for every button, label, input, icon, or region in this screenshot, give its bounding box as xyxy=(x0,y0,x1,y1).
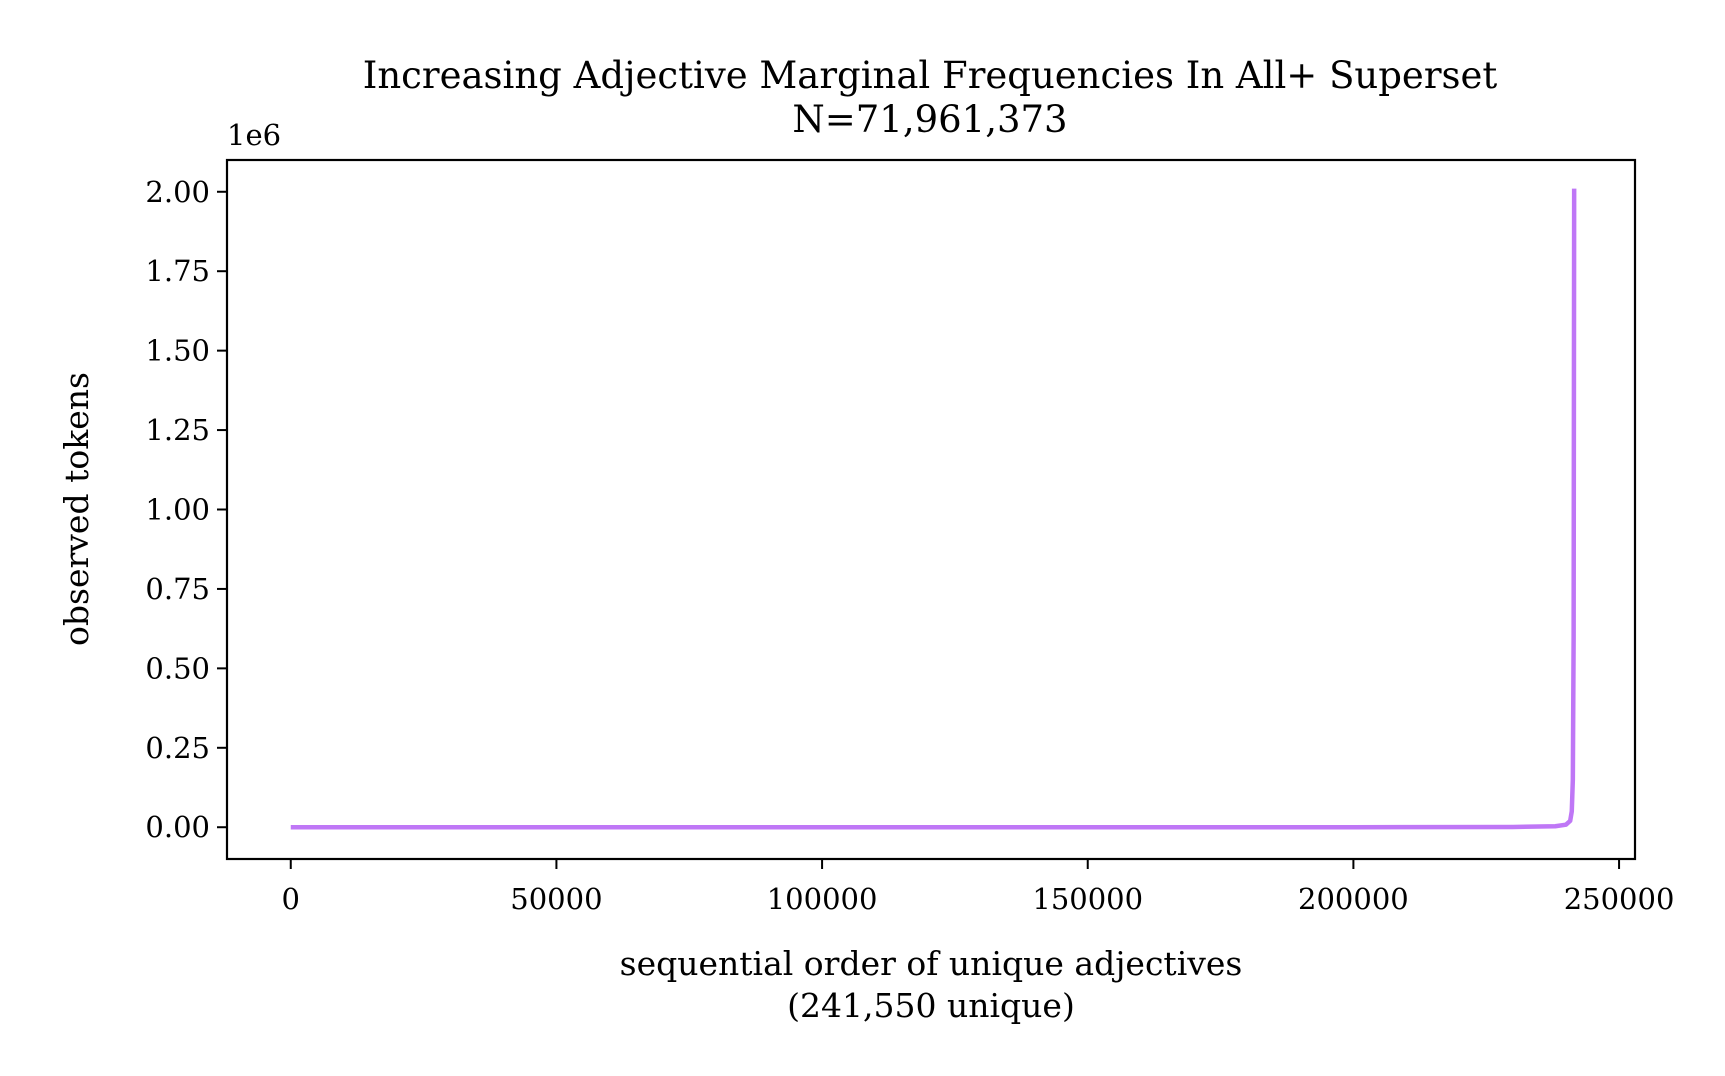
x-tick-label: 100000 xyxy=(767,882,878,916)
y-tick-label: 2.00 xyxy=(145,175,210,209)
y-axis: 0.00 0.25 0.50 0.75 1.00 1.25 1.50 1.75 2.00 xyxy=(145,175,227,844)
series-line-0 xyxy=(290,188,1577,830)
x-axis: 0 50000 100000 150000 200000 250000 xyxy=(282,859,1675,916)
y-tick-label: 1.00 xyxy=(145,493,210,527)
x-tick-label: 200000 xyxy=(1298,882,1409,916)
x-tick-label: 0 xyxy=(282,882,300,916)
chart-subtitle: N=71,961,373 xyxy=(792,98,1067,141)
y-tick-label: 1.75 xyxy=(145,254,210,288)
x-tick-label: 150000 xyxy=(1032,882,1143,916)
y-axis-offset-label: 1e6 xyxy=(227,118,281,152)
chart-title: Increasing Adjective Marginal Frequencie… xyxy=(363,54,1498,97)
y-axis-label: observed tokens xyxy=(57,372,96,646)
y-tick-label: 0.50 xyxy=(145,651,210,685)
y-tick-label: 0.25 xyxy=(145,731,210,765)
x-axis-sublabel: (241,550 unique) xyxy=(787,986,1075,1025)
y-tick-label: 1.50 xyxy=(145,334,210,368)
y-tick-label: 1.25 xyxy=(145,413,210,447)
y-tick-label: 0.75 xyxy=(145,572,210,606)
y-tick-label: 0.00 xyxy=(145,810,210,844)
x-axis-label: sequential order of unique adjectives xyxy=(620,944,1243,983)
x-tick-label: 250000 xyxy=(1564,882,1675,916)
x-tick-label: 50000 xyxy=(510,882,602,916)
plot-area xyxy=(290,188,1577,830)
